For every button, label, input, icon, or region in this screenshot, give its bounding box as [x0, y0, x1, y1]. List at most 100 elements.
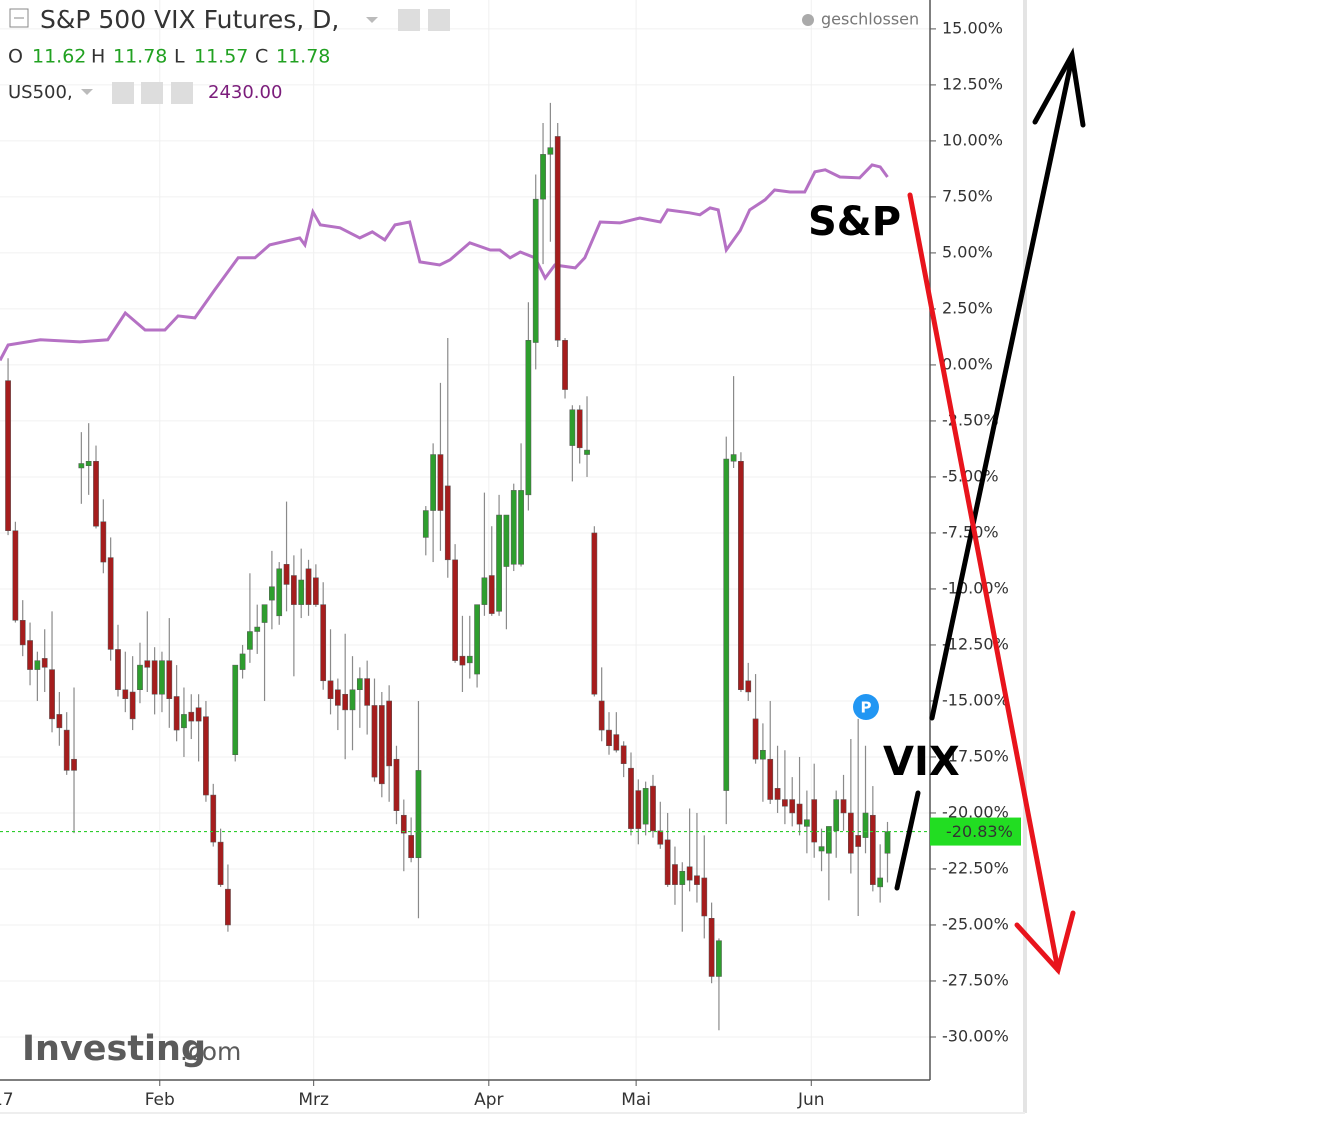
- candle-body: [144, 660, 151, 668]
- candle-body: [195, 707, 202, 722]
- candle-body: [818, 846, 825, 852]
- y-tick-label: -12.50%: [942, 634, 1009, 653]
- candle-body: [342, 693, 349, 711]
- candle-body: [510, 490, 517, 565]
- candle-body: [532, 198, 539, 343]
- candle-body: [840, 799, 847, 814]
- remove-icon[interactable]: [171, 82, 193, 104]
- candle-body: [444, 485, 451, 561]
- candle-body: [496, 514, 502, 612]
- y-tick-label: 10.00%: [942, 130, 1003, 149]
- y-tick-label: 12.50%: [942, 74, 1003, 93]
- candle-body: [217, 841, 224, 885]
- candle-body: [738, 461, 744, 691]
- candle-body: [298, 579, 305, 605]
- axes: 15.00% 12.50% 10.00% 7.50% 5.00% 2.50% 0.00% -2…: [0, 18, 1021, 1110]
- candle-body: [41, 658, 48, 668]
- candle-body: [767, 758, 774, 800]
- candle-body: [518, 490, 524, 565]
- candle-body: [115, 649, 121, 691]
- candle-body: [488, 575, 495, 614]
- arrow-down: [907, 192, 1076, 976]
- y-tick-label: 5.00%: [942, 242, 993, 261]
- candle-body: [408, 835, 414, 859]
- candle-body: [422, 510, 429, 538]
- candle-body: [269, 586, 275, 601]
- candle-body: [606, 729, 612, 747]
- overlay-name: US500,: [8, 82, 73, 103]
- y-tick-label: 0.00%: [942, 354, 993, 373]
- candle-body: [386, 700, 392, 767]
- y-tick-label: -15.00%: [942, 690, 1009, 709]
- candle-body: [884, 831, 891, 854]
- settings-icon[interactable]: [112, 82, 134, 104]
- candle-body: [562, 340, 568, 390]
- dropdown[interactable]: [81, 89, 93, 95]
- candle-body: [247, 631, 253, 650]
- ohlc-value: 11.62: [32, 46, 86, 68]
- y-tick-label: -5.00%: [942, 466, 999, 485]
- candle-body: [137, 664, 143, 691]
- ohlc-value: 11.78: [113, 46, 167, 68]
- candle-body: [635, 790, 642, 829]
- candle-body: [862, 812, 869, 838]
- candle-body: [452, 559, 458, 661]
- y-tick-label: -17.50%: [942, 746, 1009, 765]
- candle-body: [334, 689, 341, 706]
- candle-body: [796, 803, 803, 825]
- candle-body: [378, 705, 385, 785]
- candle-body: [276, 568, 283, 617]
- annotation: VIX: [883, 739, 960, 785]
- settings-icon[interactable]: [398, 9, 420, 31]
- settings-icon[interactable]: [141, 82, 163, 104]
- candle-body: [364, 678, 371, 706]
- candle-body: [620, 745, 627, 764]
- candle-body: [576, 409, 583, 449]
- arrow-up: [894, 47, 1086, 891]
- candle-body: [261, 604, 268, 623]
- candle-body: [400, 814, 407, 834]
- candle-body: [415, 770, 422, 859]
- badge[interactable]: [853, 694, 879, 720]
- plot-area: [0, 102, 930, 1031]
- ohlc-label: H: [91, 46, 105, 68]
- candle-body: [56, 714, 63, 729]
- candle-body: [239, 653, 246, 670]
- candle-body: [27, 640, 33, 670]
- y-tick-label: -22.50%: [942, 858, 1009, 877]
- y-tick-label: -27.50%: [942, 970, 1009, 989]
- candle-body: [569, 409, 576, 446]
- candle-body: [151, 660, 158, 695]
- badge-text: P: [861, 699, 872, 717]
- candle-body: [437, 454, 444, 511]
- candle-body: [848, 812, 854, 854]
- candle-body: [393, 758, 400, 811]
- candle-body: [225, 888, 231, 926]
- candle-body: [320, 604, 327, 682]
- annotation: S&P: [808, 199, 901, 245]
- brand: .com: [180, 1037, 241, 1066]
- dropdown[interactable]: [366, 17, 378, 23]
- x-tick-label: Apr: [474, 1090, 503, 1110]
- candle-body: [547, 147, 554, 155]
- candle-body: [349, 689, 356, 711]
- status: geschlossen: [821, 10, 919, 29]
- candle-body: [71, 758, 77, 771]
- candle-body: [694, 875, 700, 885]
- collapse-icon[interactable]: [9, 8, 29, 28]
- grid: [0, 0, 930, 1080]
- candle-body: [356, 678, 363, 691]
- candle-body: [869, 814, 876, 885]
- candle-body: [254, 626, 261, 632]
- ohlc-value: 11.78: [276, 46, 330, 68]
- candle-body: [752, 718, 759, 760]
- candle-body: [716, 940, 722, 977]
- candle-body: [598, 700, 605, 731]
- candle-body: [474, 604, 480, 675]
- candle-body: [679, 870, 686, 885]
- candle-body: [313, 577, 319, 605]
- settings-icon[interactable]: [428, 9, 450, 31]
- candle-body: [686, 866, 693, 881]
- candle-body: [664, 839, 671, 885]
